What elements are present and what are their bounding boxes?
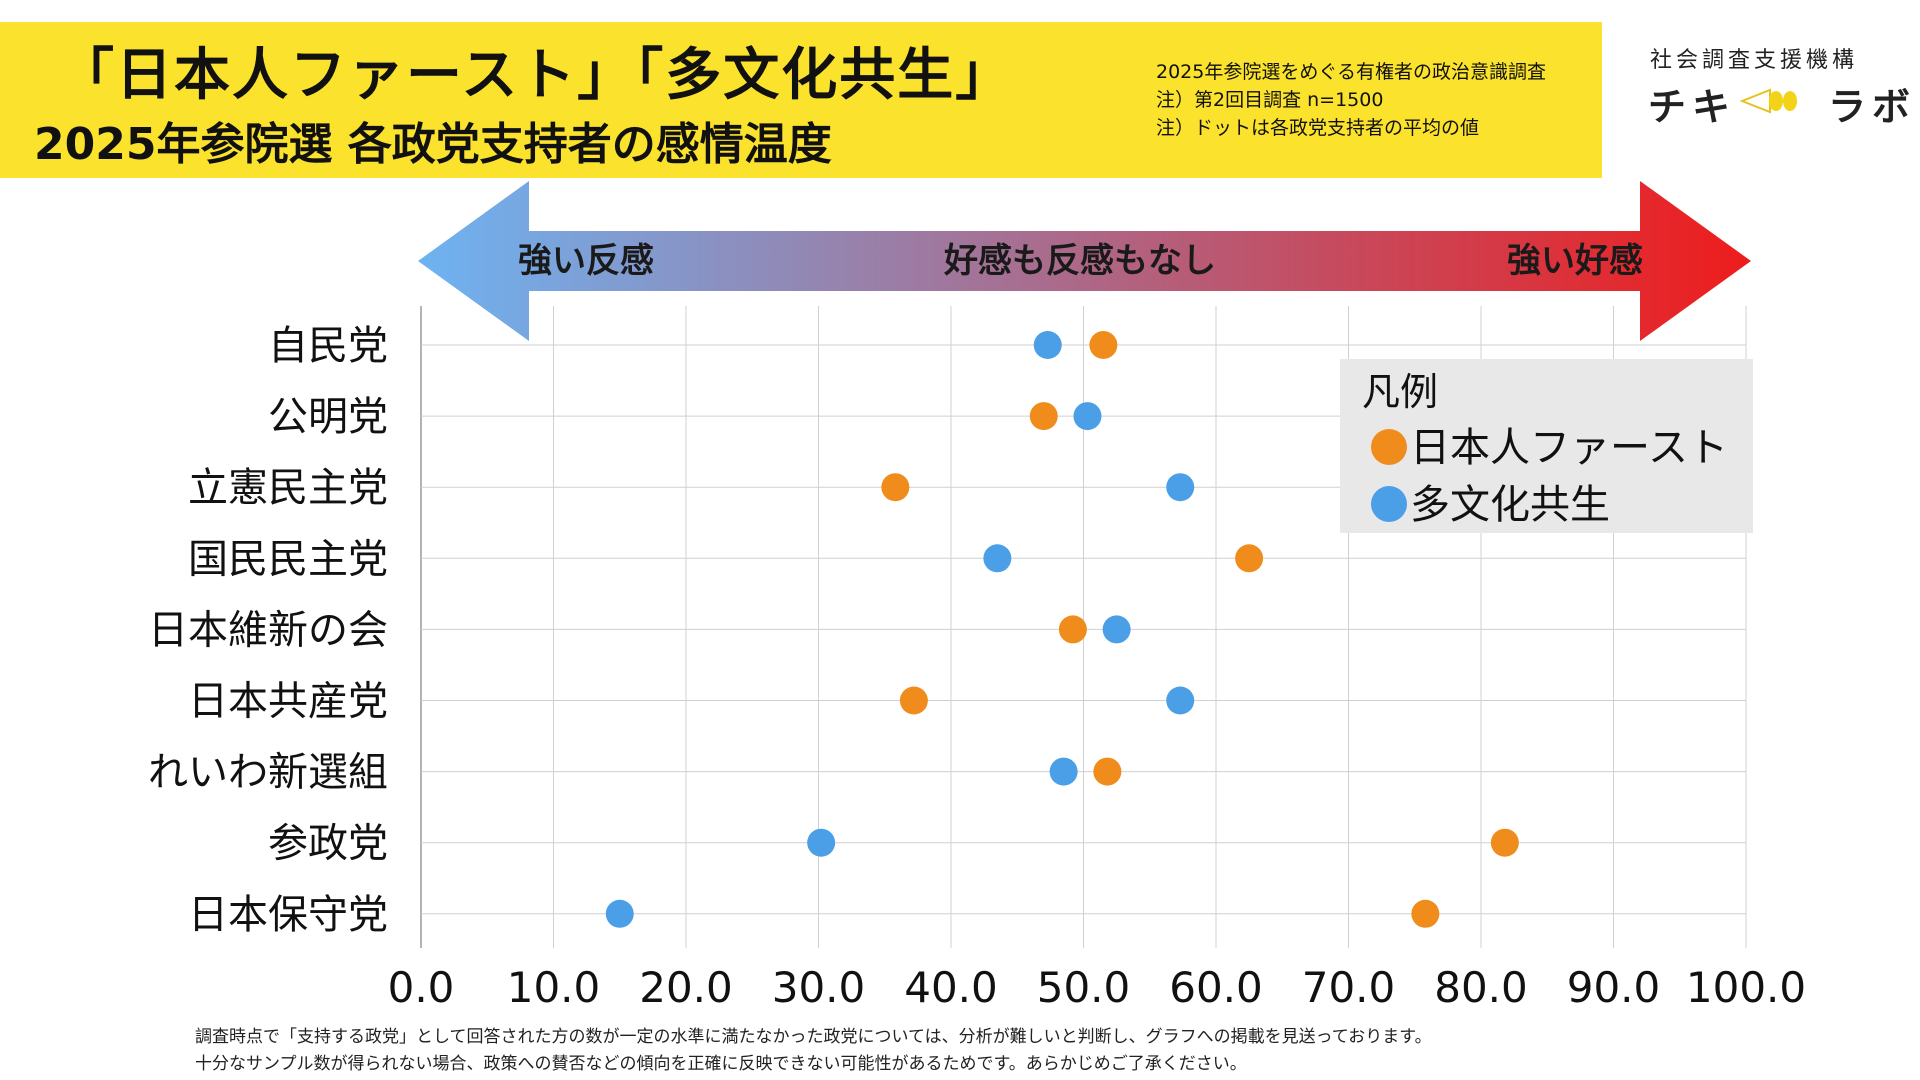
survey-note: 注）第2回目調査 n=1500 (1156, 89, 1384, 111)
x-tick-label: 50.0 (1037, 963, 1131, 1012)
survey-note: 2025年参院選をめぐる有権者の政治意識調査 (1156, 61, 1546, 83)
data-point (881, 473, 910, 502)
x-tick-label: 100.0 (1686, 963, 1806, 1012)
data-point (605, 899, 634, 928)
data-point (1166, 473, 1195, 502)
data-point (983, 544, 1012, 573)
data-point (899, 686, 928, 715)
legend-box (1340, 359, 1753, 533)
footnote-line: 十分なサンプル数が得られない場合、政策への賛否などの傾向を正確に反映できない可能… (195, 1054, 1247, 1074)
data-point (1411, 899, 1440, 928)
data-point (1029, 402, 1058, 431)
footnote-line: 調査時点で「支持する政党」として回答された方の数が一定の水準に満たなかった政党に… (195, 1027, 1432, 1047)
data-point (1093, 757, 1122, 786)
page-title: 「日本人ファースト」「多文化共生」 (58, 43, 1014, 108)
x-tick-label: 40.0 (904, 963, 998, 1012)
arrow-center-label: 好感も反感もなし (943, 241, 1216, 281)
x-tick-label: 70.0 (1302, 963, 1396, 1012)
data-point (1073, 402, 1102, 431)
x-tick-label: 80.0 (1434, 963, 1528, 1012)
category-label: 日本維新の会 (148, 607, 388, 653)
category-label: 公明党 (268, 394, 388, 440)
legend-marker (1371, 486, 1407, 522)
data-points (605, 331, 1519, 928)
category-label: れいわ新選組 (148, 750, 388, 796)
legend-label: 多文化共生 (1410, 482, 1610, 528)
arrow-right-label: 強い好感 (1507, 241, 1643, 281)
logo-name-right: ラボ (1828, 85, 1917, 129)
x-tick-label: 60.0 (1169, 963, 1263, 1012)
data-point (1166, 686, 1195, 715)
scale-arrow-shape (418, 181, 1751, 341)
logo-name-left: チキ (1648, 85, 1737, 129)
light-beam-icon (1740, 88, 1797, 114)
x-tick-label: 0.0 (388, 963, 455, 1012)
x-tick-label: 30.0 (772, 963, 866, 1012)
x-tick-label: 20.0 (639, 963, 733, 1012)
page-subtitle: 2025年参院選 各政党支持者の感情温度 (34, 119, 832, 170)
x-tick-label: 10.0 (507, 963, 601, 1012)
category-label: 日本保守党 (188, 892, 388, 938)
legend-label: 日本人ファースト (1410, 425, 1728, 471)
data-point (1033, 331, 1062, 359)
data-point (807, 828, 836, 857)
survey-note: 注）ドットは各政党支持者の平均の値 (1156, 117, 1480, 139)
arrow-left-label: 強い反感 (518, 241, 654, 281)
survey-notes: 2025年参院選をめぐる有権者の政治意識調査 注）第2回目調査 n=1500 注… (1156, 58, 1546, 142)
data-point (1490, 828, 1519, 857)
category-label: 自民党 (268, 323, 388, 369)
data-point (1058, 615, 1087, 644)
data-point (1102, 615, 1131, 644)
legend-marker (1371, 429, 1407, 465)
x-axis-ticks: 0.0 10.0 20.0 30.0 40.0 50.0 60.0 70.0 80.0 90.0 1… (388, 963, 1807, 1012)
title-banner (0, 22, 1602, 178)
legend-title: 凡例 (1362, 370, 1438, 414)
logo-wordmark: チキ ラボ (1648, 76, 1916, 131)
category-label: 立憲民主党 (188, 465, 388, 511)
data-point (1049, 757, 1078, 786)
x-tick-label: 90.0 (1567, 963, 1661, 1012)
category-labels: 自民党公明党立憲民主党国民民主党日本維新の会日本共産党れいわ新選組参政党日本保守… (148, 323, 388, 938)
logo-org-name: 社会調査支援機構 (1650, 48, 1859, 73)
category-label: 参政党 (268, 821, 388, 867)
data-point (1235, 544, 1264, 573)
category-label: 日本共産党 (188, 679, 388, 725)
category-label: 国民民主党 (188, 536, 388, 582)
data-point (1089, 331, 1118, 359)
scale-arrow: 強い反感 好感も反感もなし 強い好感 (418, 181, 1751, 341)
